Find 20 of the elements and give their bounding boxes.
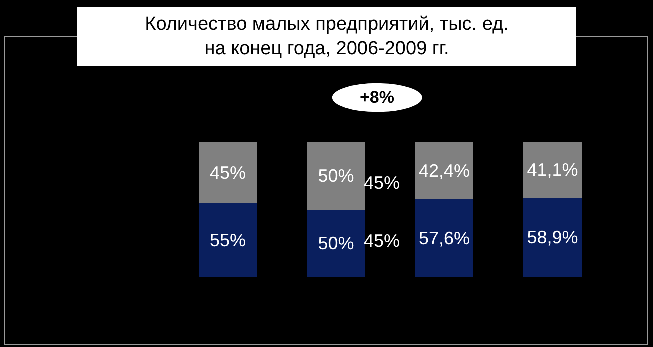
data-label: 50% (318, 166, 354, 186)
bar (307, 210, 366, 278)
bar (198, 203, 258, 278)
bar (307, 142, 366, 210)
bar (524, 142, 582, 198)
chart-title: Количество малых предприятий, тыс. ед. на конец года, 2006-2009 гг. (145, 14, 509, 60)
annotation: 45% (364, 173, 400, 193)
bar (198, 142, 258, 204)
data-label: 41,1% (527, 160, 578, 180)
data-label: 42,4% (418, 161, 470, 182)
data-label: 45% (210, 162, 246, 183)
data-label: 55% (210, 230, 246, 250)
data-label: 50% (318, 234, 354, 254)
bar (524, 198, 582, 278)
data-label: 58,9% (527, 228, 578, 248)
text: +8% (360, 88, 394, 107)
bar (415, 200, 474, 278)
data-label: 57,6% (418, 228, 470, 249)
bar (415, 142, 474, 200)
annotation: 45% (364, 231, 400, 251)
